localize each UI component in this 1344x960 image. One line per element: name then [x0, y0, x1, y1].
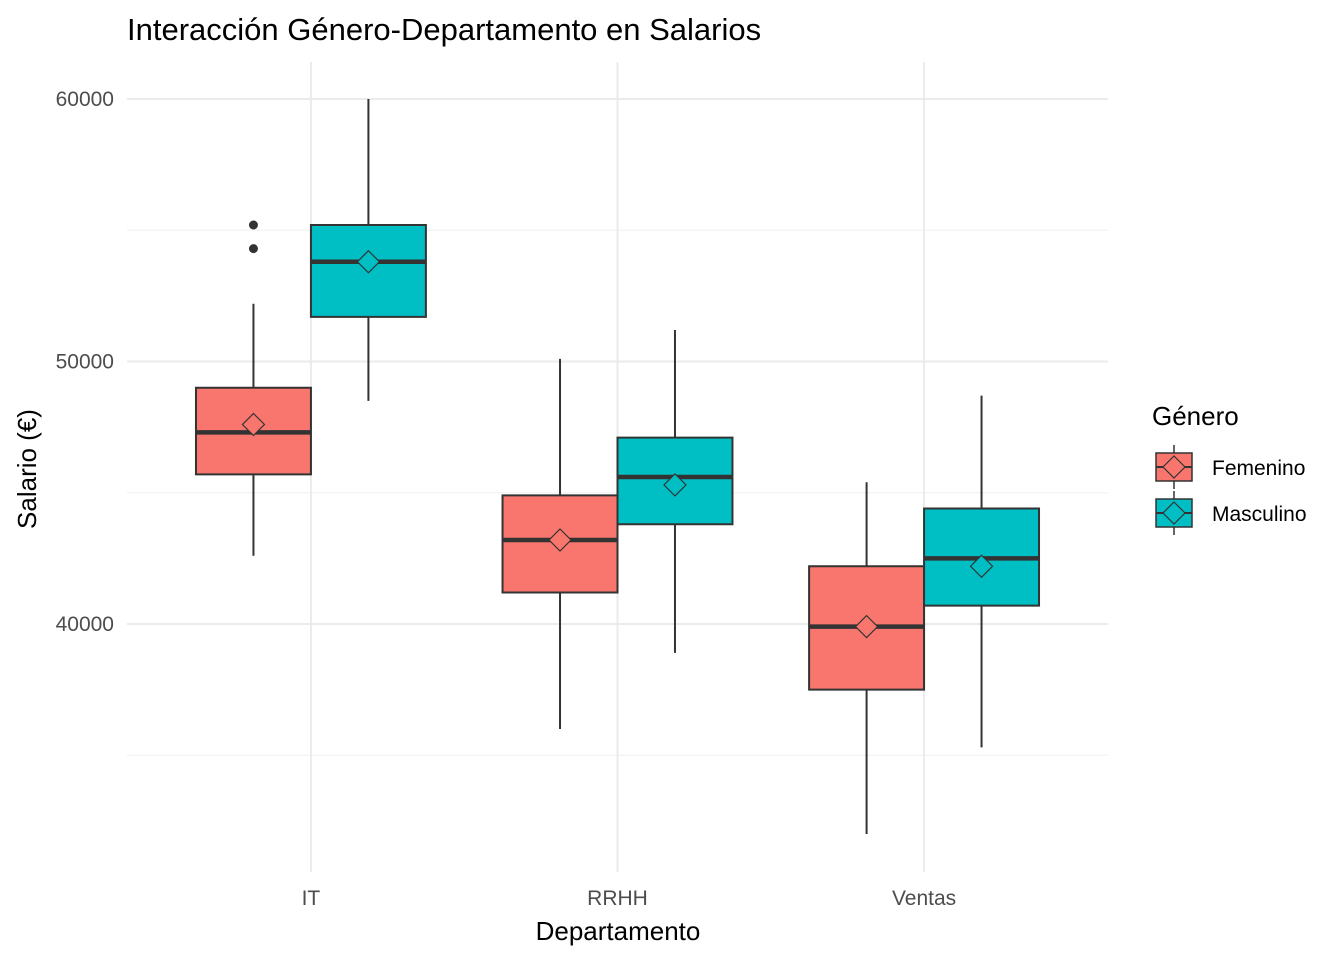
box-RRHH-Femenino — [501, 358, 619, 729]
x-tick-label: IT — [302, 887, 321, 910]
box-Ventas-Femenino — [808, 482, 926, 834]
x-tick-label: Ventas — [892, 887, 956, 910]
legend-items: Femenino Masculino — [1155, 445, 1307, 535]
box-Ventas-Masculino — [923, 395, 1041, 748]
legend-key-mean — [1162, 501, 1186, 525]
x-tick-label: RRHH — [587, 887, 648, 910]
mean-marker — [356, 249, 381, 274]
legend-item-Masculino: Masculino — [1155, 491, 1307, 535]
x-axis-title: Departamento — [536, 916, 701, 946]
outlier-point — [248, 220, 258, 230]
mean-marker — [969, 554, 994, 579]
outlier-point — [248, 244, 258, 254]
y-tick-label: 40000 — [56, 613, 114, 636]
mean-marker — [241, 412, 266, 437]
legend-label: Masculino — [1212, 503, 1307, 526]
mean-marker — [663, 473, 687, 497]
boxes — [194, 99, 1041, 834]
box-RRHH-Masculino — [616, 330, 734, 653]
x-axis-ticks: IT RRHH Ventas — [302, 887, 957, 910]
legend-item-Femenino: Femenino — [1155, 445, 1305, 489]
legend-label: Femenino — [1212, 457, 1305, 480]
box-IT-Masculino — [309, 99, 427, 401]
legend: Género Femenino Masculino — [1152, 401, 1307, 535]
y-axis-title: Salario (€) — [12, 409, 42, 529]
box-IT-Femenino — [194, 220, 312, 556]
mean-marker — [854, 614, 879, 639]
y-tick-label: 50000 — [56, 351, 114, 374]
legend-key-mean — [1162, 455, 1186, 479]
mean-marker — [548, 528, 572, 552]
grid — [127, 62, 1108, 872]
y-tick-label: 60000 — [56, 88, 114, 111]
legend-title: Género — [1152, 401, 1239, 431]
chart-title: Interacción Género-Departamento en Salar… — [127, 12, 761, 47]
y-axis-ticks: 40000 50000 60000 — [56, 88, 114, 636]
